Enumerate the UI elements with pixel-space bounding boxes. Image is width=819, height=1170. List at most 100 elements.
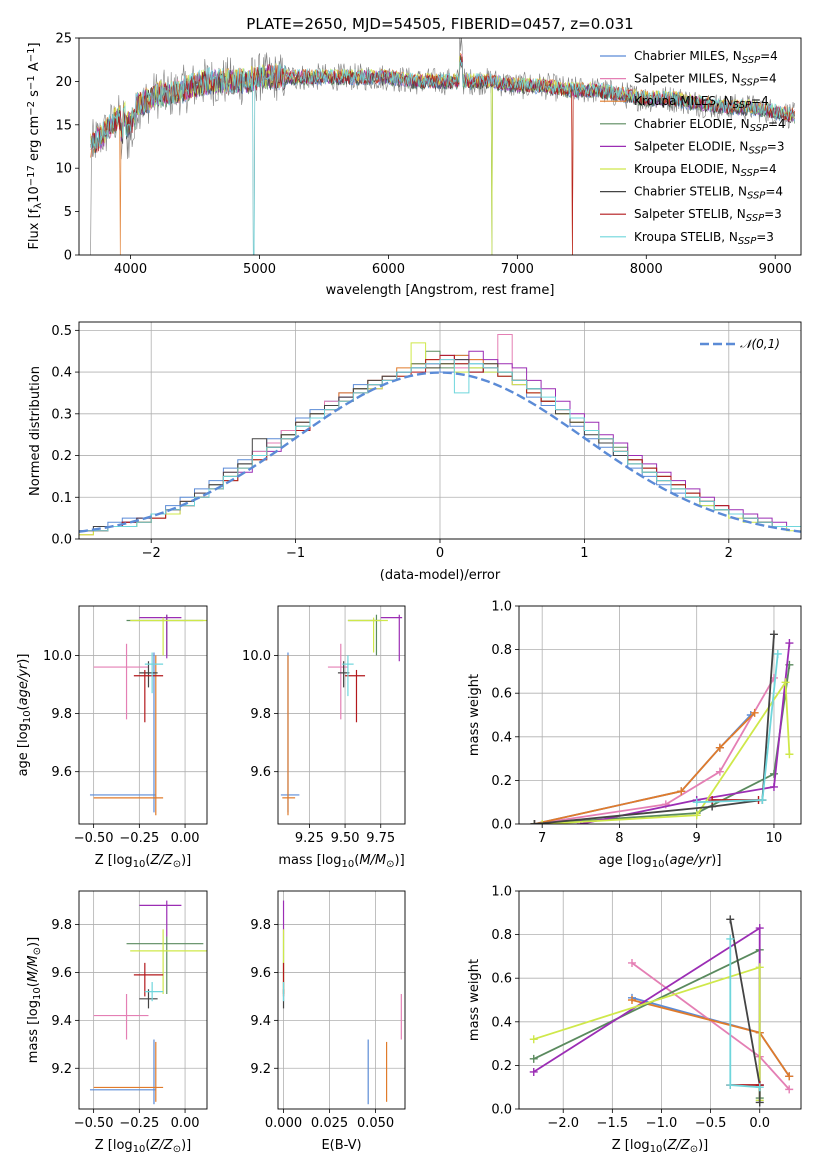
plot-area-age_vs_mass — [280, 614, 403, 816]
y-axis-label: mass [log10(M/M⊙)] — [26, 937, 43, 1063]
y-tick-label: 9.6 — [250, 966, 271, 981]
label-part: 10 — [27, 186, 42, 203]
weight-series-line — [542, 679, 791, 824]
y-tick-label: 9.6 — [250, 765, 271, 780]
weight-point-marker — [530, 820, 539, 824]
label-part: )] — [395, 853, 405, 868]
weight-point-marker — [773, 649, 782, 658]
weight-point-marker — [755, 924, 764, 933]
x-tick-label: 0.0 — [749, 1116, 770, 1131]
axes-frame — [78, 321, 802, 540]
x-tick-label: 0.050 — [357, 1116, 394, 1131]
panel-spectrum: 4000 5000 6000 7000 8000 9000 0 5 10 15 20 25 Chabri… — [26, 32, 802, 298]
legend-label: Chabrier STELIB, NSSP=4 — [634, 185, 783, 202]
histogram-series — [79, 359, 801, 532]
label-part: SSP — [747, 190, 766, 201]
label-part: M/M — [26, 955, 41, 982]
y-tick-label: 1.0 — [491, 885, 512, 900]
label-part: −2 — [26, 101, 37, 116]
weight-point-marker — [627, 996, 636, 1004]
weight-point-marker — [785, 639, 794, 648]
normal-reference-curve — [79, 371, 801, 533]
x-tick-label: 2 — [725, 546, 733, 561]
x-tick-label: −2.0 — [547, 1116, 579, 1131]
panel-age_vs_Z: −0.50 −0.25 0.009.69.810.0Z [log10(Z/Z⊙)]a… — [16, 605, 208, 870]
label-part: ( — [16, 705, 31, 710]
label-part: Z/Z — [150, 1138, 174, 1153]
weight-point-marker — [750, 708, 759, 717]
weight-point-marker — [692, 811, 701, 820]
label-part: mass [log — [26, 1000, 41, 1063]
label-part: Kroupa MILES, N — [634, 94, 733, 108]
y-axis-label: Flux [fλ10−17 erg cm−2 s−1 A−1] — [26, 42, 44, 249]
label-part: −17 — [26, 165, 37, 186]
label-part: M/M — [359, 853, 386, 868]
weight-series-line — [533, 926, 761, 1085]
axes-frame — [277, 890, 406, 1110]
x-axis-label: mass [log10(M/M⊙)] — [278, 853, 404, 870]
x-tick-label: −2 — [142, 546, 161, 561]
y-tick-label: 9.8 — [51, 707, 72, 722]
label-part: SSP — [746, 213, 765, 224]
label-part: ⊙ — [173, 859, 181, 870]
x-tick-label: 9 — [693, 831, 701, 846]
weight-point-marker — [755, 1098, 764, 1107]
label-part: =4 — [759, 162, 777, 176]
x-axis-label: Z [log10(Z/Z⊙)] — [612, 1138, 709, 1155]
x-tick-label: 5000 — [243, 262, 276, 277]
weight-point-marker — [726, 915, 735, 924]
label-part: Z [log — [95, 853, 133, 868]
panel-mass_vs_Z: −0.50 −0.25 0.009.29.49.69.8Z [log10(Z/Z⊙)… — [26, 890, 208, 1155]
label-part: ⊙ — [32, 947, 43, 955]
weight-point-marker — [529, 1067, 538, 1076]
axes-frame — [78, 890, 208, 1110]
x-tick-label: 4000 — [114, 262, 147, 277]
axes-frame — [78, 605, 208, 825]
y-tick-label: 9.4 — [250, 1014, 271, 1029]
label-part: =4 — [751, 94, 769, 108]
label-part: =4 — [760, 49, 778, 63]
label-part: −1 — [26, 75, 37, 90]
x-tick-label: −0.50 — [74, 831, 114, 846]
y-tick-label: 0.2 — [491, 774, 512, 789]
y-tick-label: 9.6 — [51, 966, 72, 981]
label-part: Chabrier STELIB, N — [634, 185, 747, 199]
y-tick-label: 0.2 — [491, 1059, 512, 1074]
y-tick-label: 9.4 — [51, 1014, 72, 1029]
y-tick-label: 5 — [64, 205, 72, 220]
plot-area-residuals — [79, 334, 801, 536]
label-part: Salpeter STELIB, N — [634, 207, 746, 221]
weight-point-marker — [758, 796, 767, 805]
y-tick-label: 0.6 — [491, 972, 512, 987]
x-tick-label: 9.75 — [366, 831, 395, 846]
x-tick-label: 9000 — [759, 262, 792, 277]
y-tick-label: 0.5 — [51, 324, 72, 339]
y-tick-label: 0.1 — [51, 491, 72, 506]
weight-point-marker — [726, 1081, 735, 1090]
label-part: Kroupa ELODIE, N — [634, 162, 741, 176]
label-part: =4 — [765, 185, 783, 199]
x-tick-label: −1 — [286, 546, 305, 561]
legend-label: 𝒩(0,1) — [740, 337, 780, 351]
weight-point-marker — [781, 678, 790, 687]
weight-series-line — [534, 712, 756, 824]
weight-point-marker — [627, 958, 636, 967]
x-tick-label: 7000 — [501, 262, 534, 277]
label-part: 10 — [22, 710, 33, 723]
label-part: ( — [26, 982, 41, 987]
label-part: ( — [354, 853, 359, 868]
panel-residuals: −2 −1 0 1 2 0.0 0.1 0.2 0.3 0.4 0.5 𝒩(0,1) (data-mod… — [28, 321, 802, 583]
y-tick-label: 0.0 — [491, 1103, 512, 1118]
label-part: 10 — [133, 1144, 146, 1155]
x-tick-label: −0.25 — [119, 831, 159, 846]
label-part: Chabrier ELODIE, N — [634, 117, 750, 131]
label-part: age [log — [599, 853, 652, 868]
y-tick-label: 0.3 — [51, 407, 72, 422]
label-part: =4 — [759, 72, 777, 86]
label-part: SSP — [748, 145, 767, 156]
x-axis-label: Z [log10(Z/Z⊙)] — [95, 1138, 192, 1155]
y-tick-label: 10.0 — [43, 649, 72, 664]
y-tick-label: 9.8 — [250, 918, 271, 933]
y-tick-label: 10 — [55, 162, 72, 177]
